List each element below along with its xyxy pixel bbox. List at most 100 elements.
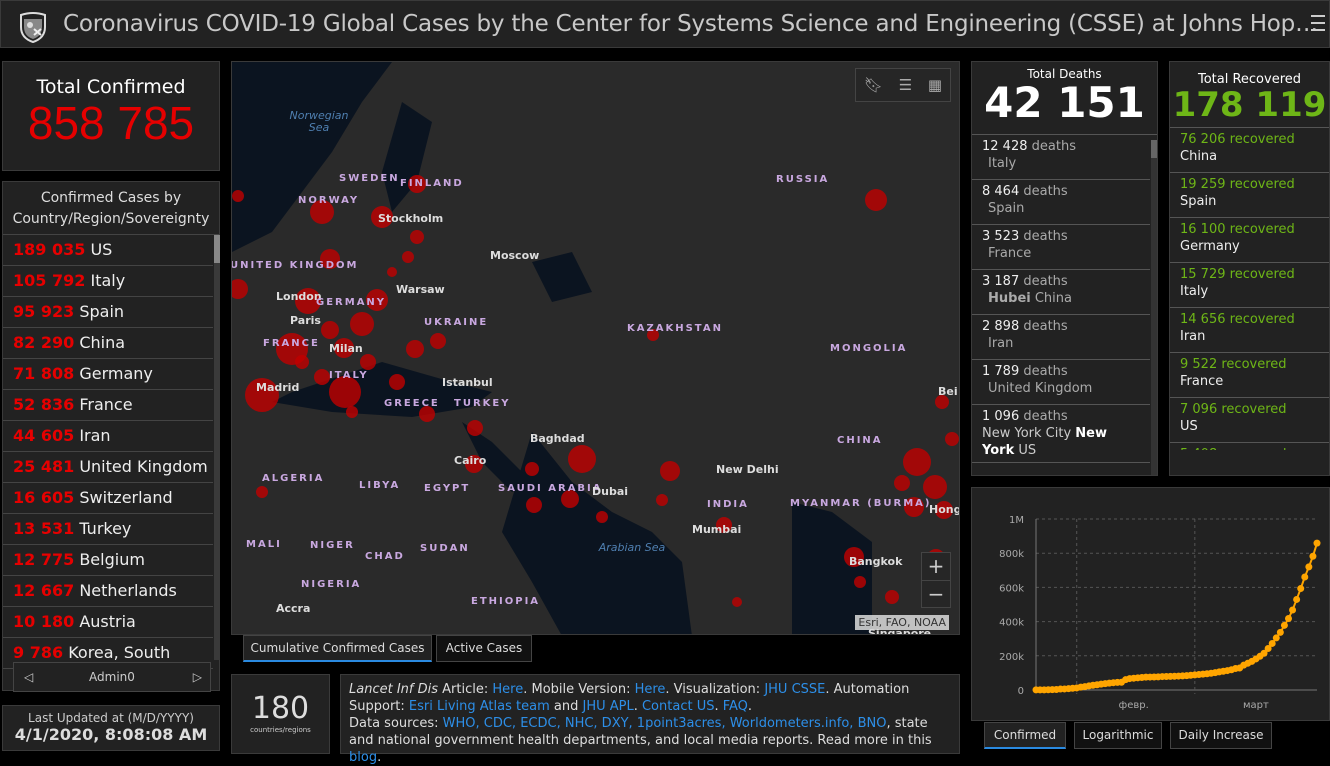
case-bubble[interactable] [256,486,268,498]
recovered-list-item[interactable]: 7 096 recovered US [1170,398,1329,443]
case-bubble[interactable] [430,333,446,349]
case-bubble[interactable] [935,395,949,409]
data-point[interactable] [1313,539,1321,547]
case-bubble[interactable] [320,249,340,269]
country-list-item[interactable]: 52 836 France [3,390,213,421]
case-bubble[interactable] [329,376,361,408]
jhu-apl-link[interactable]: JHU APL [582,699,634,714]
case-bubble[interactable] [371,206,393,228]
case-bubble[interactable] [346,406,358,418]
case-bubble[interactable] [334,338,354,358]
data-point[interactable] [1297,585,1305,593]
data-point[interactable] [1293,595,1301,603]
jhu-csse-link[interactable]: JHU CSSE [764,682,826,697]
case-bubble[interactable] [865,189,887,211]
case-bubble[interactable] [732,597,742,607]
case-bubble[interactable] [903,448,931,476]
esri-link[interactable]: Esri Living Atlas team [408,699,550,714]
case-bubble[interactable] [561,490,579,508]
deaths-list-item[interactable]: 2 898 deaths Iran [972,315,1150,360]
case-bubble[interactable] [885,590,899,604]
case-bubble[interactable] [321,321,339,339]
case-bubble[interactable] [310,200,334,224]
recovered-list-item[interactable]: 15 729 recovered Italy [1170,263,1329,308]
basemap-gallery-icon[interactable]: ▦ [927,76,943,94]
case-bubble[interactable] [660,461,680,481]
case-bubble[interactable] [525,462,539,476]
hamburger-icon[interactable] [1311,15,1325,31]
zoom-out-button[interactable]: − [927,582,945,606]
data-point[interactable] [1276,628,1284,636]
country-list-item[interactable]: 12 775 Belgium [3,545,213,576]
recovered-list-item[interactable]: 76 206 recovered China [1170,128,1329,173]
case-bubble[interactable] [419,406,435,422]
recovered-list-item[interactable]: 5 408 recovered [1170,443,1329,450]
recovered-list-item[interactable]: 9 522 recovered France [1170,353,1329,398]
tab-cumulative-confirmed[interactable]: Cumulative Confirmed Cases [243,635,432,662]
country-list-item[interactable]: 71 808 Germany [3,359,213,390]
case-bubble[interactable] [894,475,910,491]
case-bubble[interactable] [350,312,374,336]
data-point[interactable] [1301,573,1309,581]
data-point[interactable] [1289,606,1297,614]
case-bubble[interactable] [465,455,483,473]
case-bubble[interactable] [410,230,424,244]
case-bubble[interactable] [389,374,405,390]
country-list-item[interactable]: 105 792 Italy [3,266,213,297]
case-bubble[interactable] [716,517,732,533]
case-bubble[interactable] [945,432,959,446]
recovered-list-item[interactable]: 16 100 recovered Germany [1170,218,1329,263]
data-point[interactable] [1284,615,1292,623]
country-list-item[interactable]: 16 605 Switzerland [3,483,213,514]
data-point[interactable] [1280,621,1288,629]
data-point[interactable] [1260,649,1268,657]
tab-logarithmic[interactable]: Logarithmic [1074,722,1162,749]
recovered-list-item[interactable]: 14 656 recovered Iran [1170,308,1329,353]
deaths-list-item[interactable]: 12 428 deaths Italy [972,135,1150,180]
country-list-item[interactable]: 12 667 Netherlands [3,576,213,607]
blog-link[interactable]: blog [349,750,378,765]
case-bubble[interactable] [387,267,397,277]
zoom-in-button[interactable]: + [922,553,950,581]
data-point[interactable] [1264,645,1272,653]
bookmark-icon[interactable]: 🔖︎ [863,76,883,94]
case-bubble[interactable] [467,420,483,436]
scrollbar[interactable] [214,235,220,660]
country-list-item[interactable]: 13 531 Turkey [3,514,213,545]
country-list-item[interactable]: 10 180 Austria [3,607,213,638]
case-bubble[interactable] [406,340,424,358]
data-sources-links[interactable]: WHO, CDC, ECDC, NHC, DXY, 1point3acres, … [442,716,887,731]
data-point[interactable] [1305,563,1313,571]
country-list-item[interactable]: 189 035 US [3,235,213,266]
case-bubble[interactable] [596,511,608,523]
tab-confirmed[interactable]: Confirmed [984,722,1066,749]
case-bubble[interactable] [844,547,864,567]
case-bubble[interactable] [904,497,924,517]
country-list-item[interactable]: 44 605 Iran [3,421,213,452]
country-list-item[interactable]: 25 481 United Kingdom [3,452,213,483]
case-bubble[interactable] [935,501,953,519]
deaths-list-item[interactable]: 3 523 deaths France [972,225,1150,270]
case-bubble[interactable] [295,288,321,314]
case-bubble[interactable] [923,475,947,499]
case-bubble[interactable] [656,494,668,506]
case-bubble[interactable] [526,497,542,513]
tab-daily-increase[interactable]: Daily Increase [1170,722,1272,749]
case-bubble[interactable] [854,576,866,588]
recovered-list-item[interactable]: 19 259 recovered Spain [1170,173,1329,218]
tab-active-cases[interactable]: Active Cases [436,635,532,662]
prev-arrow-icon[interactable]: ◁ [24,670,34,684]
case-bubble[interactable] [314,369,330,385]
scrollbar[interactable] [1151,140,1157,475]
mobile-link[interactable]: Here [634,682,666,697]
next-arrow-icon[interactable]: ▷ [192,670,202,684]
case-bubble[interactable] [295,355,309,369]
case-bubble[interactable] [647,329,659,341]
faq-link[interactable]: FAQ [722,699,748,714]
article-link[interactable]: Here [492,682,524,697]
map-view[interactable]: Norwegian Sea SWEDEN FINLAND NORWAY Stockhol… [231,61,960,635]
deaths-list-item[interactable]: 3 187 deaths Hubei China [972,270,1150,315]
case-bubble[interactable] [568,445,596,473]
country-list-item[interactable]: 95 923 Spain [3,297,213,328]
case-bubble[interactable] [232,279,248,299]
